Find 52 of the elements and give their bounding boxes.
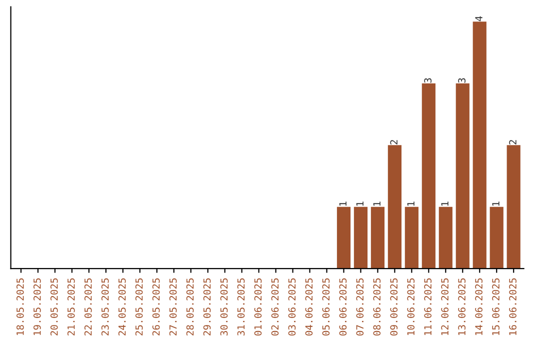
data-label: 4 xyxy=(475,16,482,22)
data-label: 2 xyxy=(509,140,516,144)
bar xyxy=(506,145,520,269)
x-tick-label: 30.05.2025 xyxy=(220,278,228,336)
bar xyxy=(472,22,486,269)
data-label: 3 xyxy=(424,78,432,83)
bar xyxy=(370,206,385,269)
x-tick-label: 06.06.2025 xyxy=(339,278,347,336)
x-tick-label: 20.05.2025 xyxy=(50,278,58,336)
bar xyxy=(438,206,452,269)
bar xyxy=(336,206,351,269)
data-label: 1 xyxy=(407,202,414,206)
x-tick-label: 22.05.2025 xyxy=(84,278,92,336)
x-tick-label: 03.06.2025 xyxy=(288,278,296,336)
x-tick-label: 13.06.2025 xyxy=(458,278,466,335)
x-tick-label: 11.06.2025 xyxy=(424,278,432,335)
x-tick-label: 25.05.2025 xyxy=(135,278,143,336)
x-tick-label: 04.06.2025 xyxy=(305,278,313,336)
x-tick-label: 01.06.2025 xyxy=(254,278,262,336)
bar xyxy=(404,206,418,269)
x-tick-label: 31.05.2025 xyxy=(237,278,245,336)
data-label: 1 xyxy=(339,202,346,206)
x-tick-label: 12.06.2025 xyxy=(441,278,449,335)
bar xyxy=(490,206,504,269)
x-tick-label: 15.06.2025 xyxy=(492,278,500,335)
data-label: 2 xyxy=(390,140,398,144)
x-tick-label: 19.05.2025 xyxy=(33,278,41,335)
bar xyxy=(388,145,402,269)
x-tick-label: 28.05.2025 xyxy=(186,278,194,336)
x-tick-label: 09.06.2025 xyxy=(390,278,398,336)
x-tick-label: 24.05.2025 xyxy=(118,278,126,336)
x-tick-label: 26.05.2025 xyxy=(152,278,160,336)
bar xyxy=(354,206,368,269)
x-tick-label: 29.05.2025 xyxy=(203,278,211,336)
x-tick-label: 21.05.2025 xyxy=(67,278,75,336)
x-tick-label: 18.05.2025 xyxy=(16,278,24,335)
data-label: 3 xyxy=(458,78,466,83)
bar xyxy=(456,83,470,269)
x-tick-label: 07.06.2025 xyxy=(356,278,364,336)
x-tick-label: 23.05.2025 xyxy=(101,278,109,336)
x-tick-label: 10.06.2025 xyxy=(407,278,415,335)
x-tick-label: 16.06.2025 xyxy=(509,278,516,335)
data-label: 1 xyxy=(492,202,500,206)
data-label: 1 xyxy=(441,202,448,206)
x-tick-label: 05.06.2025 xyxy=(322,278,330,336)
data-label: 1 xyxy=(373,202,380,206)
data-label: 1 xyxy=(356,202,364,206)
x-tick-label: 02.06.2025 xyxy=(271,278,279,336)
x-tick-label: 14.06.2025 xyxy=(475,278,482,335)
x-tick-label: 08.06.2025 xyxy=(373,278,381,336)
bar xyxy=(422,83,436,269)
x-tick-label: 27.05.2025 xyxy=(169,278,177,336)
